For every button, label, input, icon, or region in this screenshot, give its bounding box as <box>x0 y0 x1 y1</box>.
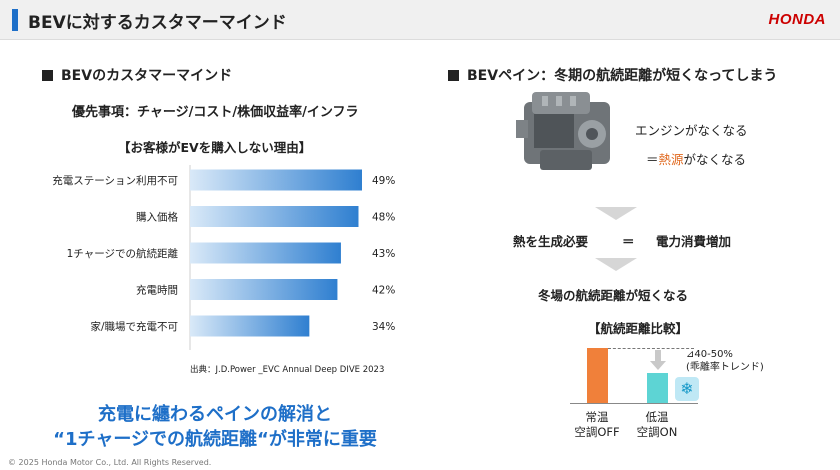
square-bullet-icon <box>448 70 459 81</box>
bar-label-normal-line2: 空調OFF <box>574 425 620 439</box>
bar-label-normal: 常温 空調OFF <box>567 410 627 440</box>
down-triangle-icon <box>595 207 637 220</box>
chart-title: 【お客様がEVを購入しない理由】 <box>118 140 312 155</box>
range-bar-normal <box>587 348 608 403</box>
engine-image <box>516 92 610 170</box>
snowflake-icon: ❄ <box>675 377 699 401</box>
delta-note: (乖離率トレンド) <box>686 362 764 373</box>
right-section-heading: BEVペイン：冬期の航続距離が短くなってしまう <box>448 65 777 85</box>
bar-label-cold: 低温 空調ON <box>627 410 687 440</box>
bar-value-label: 34% <box>372 321 395 333</box>
bar-category-label: 1チャージでの航続距離 <box>67 247 179 260</box>
takeaway-line-1: 充電に纏わるペインの解消と <box>98 404 332 425</box>
heat-source-prefix: ＝ <box>646 152 659 167</box>
bar-value-label: 43% <box>372 248 395 260</box>
left-heading-text: BEVのカスタマーマインド <box>61 68 233 84</box>
heat-source-statement: ＝熱源がなくなる <box>646 149 746 168</box>
heat-source-emphasis: 熱源 <box>658 152 684 167</box>
bar <box>190 279 338 300</box>
down-arrow-head-icon <box>650 361 666 370</box>
right-heading-text: BEVペイン：冬期の航続距離が短くなってしまう <box>467 68 778 84</box>
copyright-text: © 2025 Honda Motor Co., Ltd. All Rights … <box>8 458 212 467</box>
reference-dashed-line <box>608 348 694 349</box>
title-accent-bar <box>12 9 18 31</box>
equation-left: 熱を生成必要 <box>513 234 589 249</box>
honda-logo: HONDA <box>768 11 826 28</box>
bar-label-cold-line2: 空調ON <box>636 425 678 439</box>
bar-value-label: 48% <box>372 212 395 224</box>
engine-statement: エンジンがなくなる <box>635 123 748 138</box>
bar-category-label: 購入価格 <box>136 211 178 224</box>
heat-source-suffix: がなくなる <box>683 152 747 167</box>
comparison-baseline <box>570 403 698 404</box>
bar <box>190 315 310 337</box>
left-section-heading: BEVのカスタマーマインド <box>42 65 232 85</box>
range-bar-cold <box>647 373 668 403</box>
bar-category-label: 充電時間 <box>136 284 178 297</box>
source-note: 出典：J.D.Power _EVC Annual Deep DIVE 2023 <box>190 365 385 375</box>
delta-annotation: ⊿40-50% (乖離率トレンド) <box>686 348 764 374</box>
square-bullet-icon <box>42 70 53 81</box>
reasons-bar-chart: 充電ステーション利用不可 49% 購入価格 48% 1チャージでの航続距離 43% 充電時間… <box>52 165 395 350</box>
bar-value-label: 49% <box>372 175 395 187</box>
down-arrow-icon <box>655 350 661 362</box>
bar-value-label: 42% <box>372 285 395 297</box>
bar-category-label: 家/職場で充電不可 <box>90 320 178 333</box>
title-bar: BEVに対するカスタマーマインド HONDA <box>0 0 840 40</box>
conclusion-text: 冬場の航続距離が短くなる <box>538 288 689 303</box>
bar <box>190 242 341 264</box>
takeaway-line-2: “1チャージでの航続距離“が非常に重要 <box>53 429 377 450</box>
comparison-title: 【航続距離比較】 <box>588 321 689 336</box>
delta-value: ⊿40-50% <box>686 349 733 360</box>
bar-label-normal-line1: 常温 <box>585 410 609 424</box>
priority-text: 優先事項：チャージ/コスト/株価収益率/インフラ <box>72 105 359 120</box>
bar-category-label: 充電ステーション利用不可 <box>52 174 178 187</box>
equation-equals: ＝ <box>622 234 635 249</box>
bar <box>190 206 359 227</box>
down-triangle-icon <box>595 258 637 271</box>
equation-right: 電力消費増加 <box>656 234 732 249</box>
bar-label-cold-line1: 低温 <box>645 410 669 424</box>
bar <box>190 169 362 191</box>
page-title: BEVに対するカスタマーマインド <box>28 13 287 33</box>
